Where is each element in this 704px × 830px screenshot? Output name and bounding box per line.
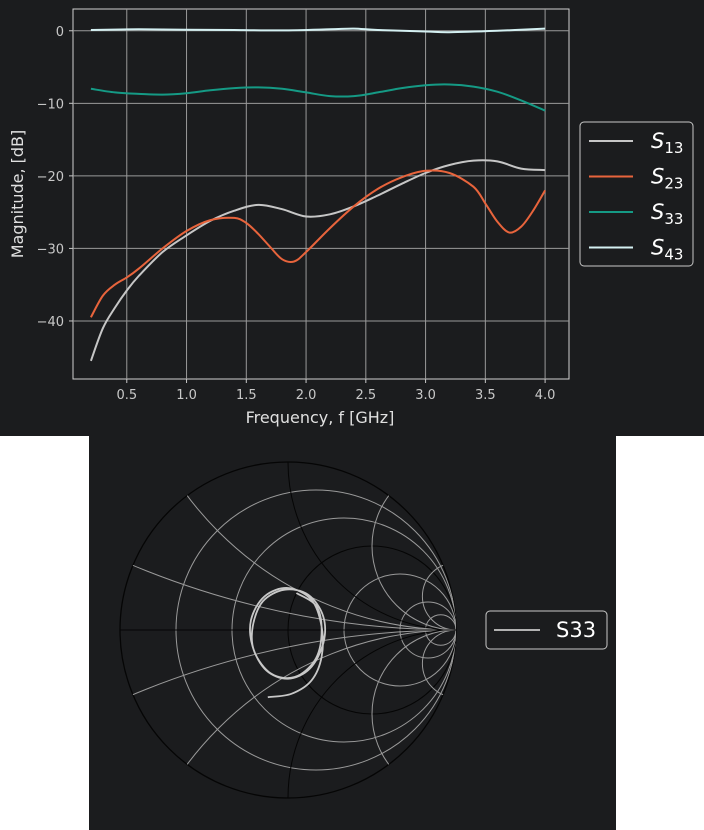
magnitude-legend-box [579, 121, 694, 267]
magnitude-plot-area [72, 8, 570, 380]
y-tick-label: −10 [37, 97, 64, 112]
legend-label-s33: S33 [651, 200, 683, 228]
magnitude-x-axis-label: Frequency, f [GHz] [246, 408, 395, 427]
x-tick-label: 1.0 [176, 388, 197, 403]
magnitude-legend: S13 S23 S33 S43 [579, 121, 694, 267]
smith-trace [249, 587, 326, 699]
smith-legend-label: S33 [556, 618, 596, 642]
magnitude-chart: 0.5 1.0 1.5 2.0 2.5 3.0 3.5 4.0 0 −10 −20 −30 −40 F… [8, 8, 694, 427]
series-line-s13 [89, 159, 546, 362]
series-line-s33 [90, 83, 546, 112]
x-tick-label: 1.5 [236, 388, 257, 403]
legend-label-s13: S13 [651, 129, 683, 157]
magnitude-grid [73, 9, 569, 379]
smith-trace-s33 [249, 587, 326, 699]
magnitude-x-ticks: 0.5 1.0 1.5 2.0 2.5 3.0 3.5 4.0 [116, 379, 555, 403]
magnitude-lines [89, 27, 546, 362]
series-line-s43 [90, 27, 546, 34]
y-tick-label: −20 [37, 170, 64, 185]
reactance-arc [371, 462, 456, 631]
reactance-arc [371, 629, 456, 798]
smith-legend: S33 [485, 610, 608, 650]
y-tick-label: 0 [56, 25, 64, 40]
x-tick-label: 0.5 [116, 388, 137, 403]
x-tick-label: 3.5 [475, 388, 496, 403]
y-tick-label: −40 [37, 315, 64, 330]
x-tick-label: 2.5 [355, 388, 376, 403]
smith-legend-box [485, 610, 608, 650]
series-line-s23 [90, 169, 546, 318]
x-tick-label: 2.0 [296, 388, 317, 403]
magnitude-y-axis-label: Magnitude, [dB] [8, 130, 27, 259]
legend-label-s43: S43 [651, 236, 683, 264]
x-tick-label: 3.0 [415, 388, 436, 403]
magnitude-y-ticks: 0 −10 −20 −30 −40 [37, 25, 73, 330]
legend-label-s23: S23 [651, 165, 683, 193]
x-tick-label: 4.0 [535, 388, 556, 403]
y-tick-label: −30 [37, 242, 64, 257]
